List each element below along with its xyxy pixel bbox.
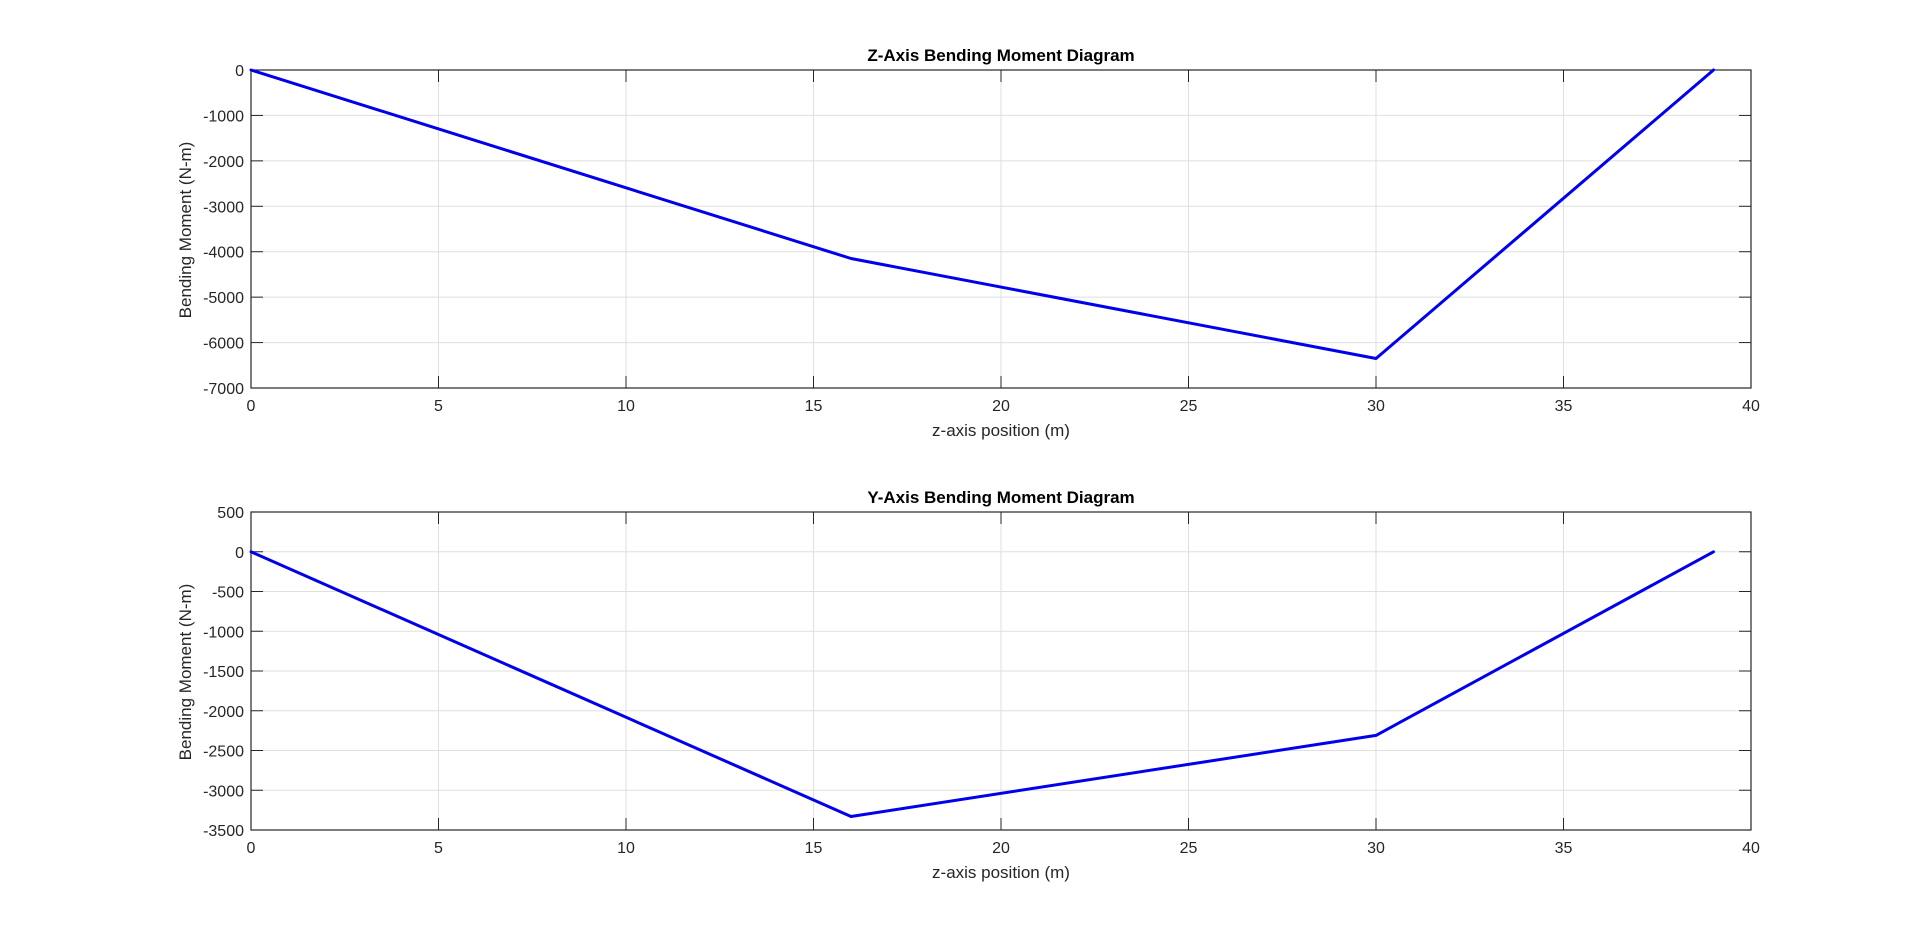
z-axis-moment-chart: Z-Axis Bending Moment Diagram z-axis pos… <box>176 46 1760 440</box>
x-axis-label: z-axis position (m) <box>932 863 1070 882</box>
y-axis-label: Bending Moment (N-m) <box>176 142 195 319</box>
x-tick-label: 20 <box>992 840 1010 857</box>
y-tick-label: -6000 <box>203 336 244 353</box>
series-group <box>251 70 1714 359</box>
y-tick-label: -2500 <box>203 744 244 761</box>
x-tick-label: 10 <box>617 840 635 857</box>
x-tick-label: 25 <box>1180 840 1198 857</box>
tick-labels: 0 5 10 15 20 25 30 35 40 -3500 -3000 -2500 -2000 -150… <box>203 505 1760 857</box>
x-tick-label: 20 <box>992 398 1010 415</box>
y-tick-label: 0 <box>235 63 244 80</box>
y-tick-label: -7000 <box>203 381 244 398</box>
x-tick-label: 15 <box>805 398 823 415</box>
x-axis-label: z-axis position (m) <box>932 421 1070 440</box>
x-tick-label: 30 <box>1367 840 1385 857</box>
x-tick-label: 30 <box>1367 398 1385 415</box>
x-tick-label: 0 <box>247 840 256 857</box>
y-axis-label: Bending Moment (N-m) <box>176 584 195 761</box>
y-tick-label: -3500 <box>203 823 244 840</box>
x-tick-label: 25 <box>1180 398 1198 415</box>
y-tick-label: -2000 <box>203 704 244 721</box>
y-tick-label: -3000 <box>203 199 244 216</box>
x-tick-label: 0 <box>247 398 256 415</box>
y-axis-moment-chart: Y-Axis Bending Moment Diagram z-axis pos… <box>176 488 1760 882</box>
x-tick-label: 5 <box>434 398 443 415</box>
x-tick-label: 40 <box>1742 840 1760 857</box>
y-tick-label: -3000 <box>203 783 244 800</box>
y-tick-label: 0 <box>235 545 244 562</box>
x-tick-label: 35 <box>1555 840 1573 857</box>
chart-title: Z-Axis Bending Moment Diagram <box>867 46 1134 65</box>
chart-title: Y-Axis Bending Moment Diagram <box>867 488 1134 507</box>
y-tick-label: -2000 <box>203 154 244 171</box>
y-tick-label: -1500 <box>203 664 244 681</box>
y-tick-label: -500 <box>212 585 244 602</box>
y-tick-label: 500 <box>217 505 244 522</box>
x-tick-label: 35 <box>1555 398 1573 415</box>
y-tick-label: -4000 <box>203 245 244 262</box>
moment-series-line <box>251 70 1714 359</box>
grid <box>251 512 1751 830</box>
y-tick-label: -5000 <box>203 290 244 307</box>
x-tick-label: 5 <box>434 840 443 857</box>
x-tick-label: 10 <box>617 398 635 415</box>
x-tick-label: 40 <box>1742 398 1760 415</box>
y-tick-label: -1000 <box>203 108 244 125</box>
x-tick-label: 15 <box>805 840 823 857</box>
y-tick-label: -1000 <box>203 624 244 641</box>
